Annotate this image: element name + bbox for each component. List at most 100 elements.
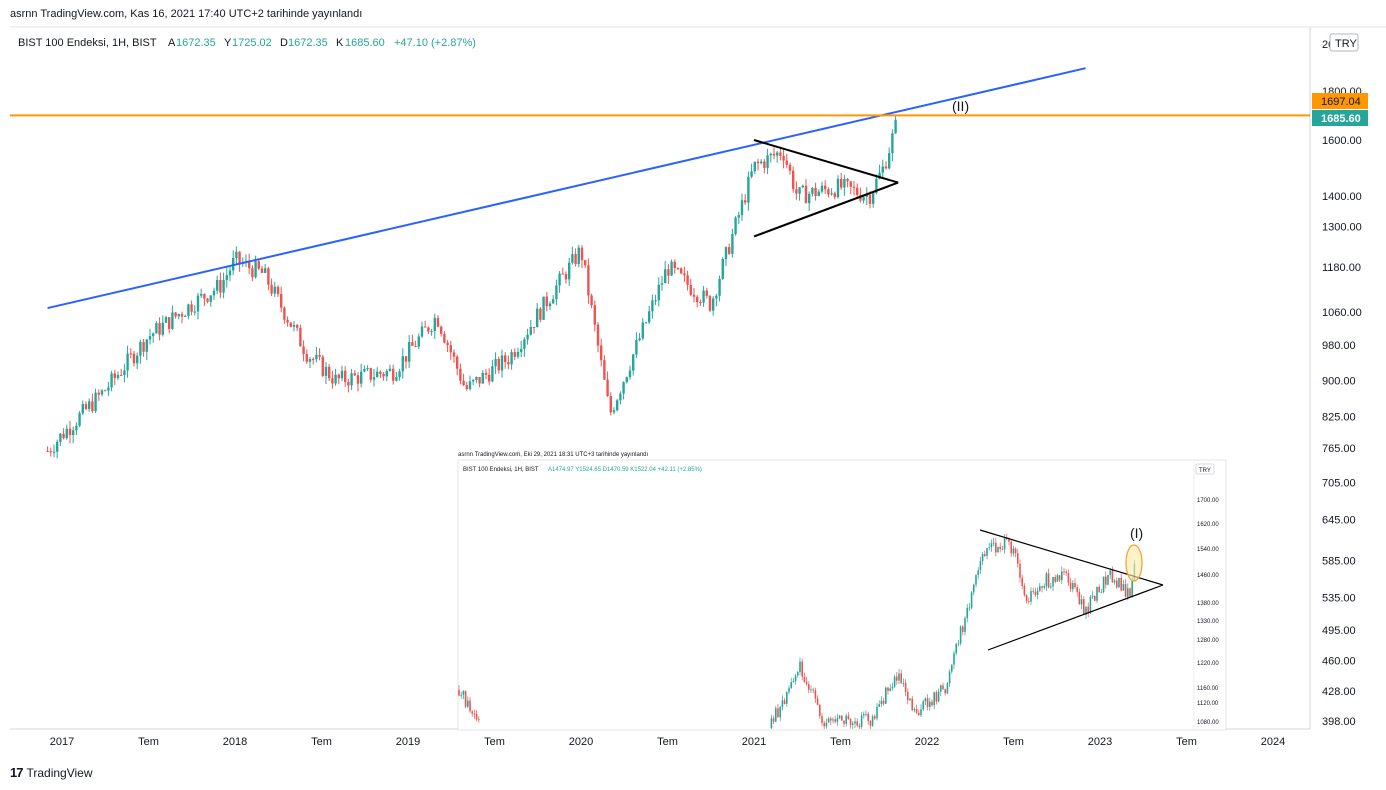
inset-candle-body <box>988 547 990 549</box>
candle-body <box>439 326 443 334</box>
candle-body <box>644 322 648 324</box>
candle-body <box>718 278 721 296</box>
legend-change: +47.10 (+2.87%) <box>394 37 476 49</box>
candle-body <box>430 331 433 333</box>
inset-candle-body <box>885 687 887 704</box>
legend: BIST 100 Endeksi, 1H, BIST A 1672.35 Y 1… <box>18 37 476 49</box>
candle-body <box>801 185 804 188</box>
candle-body <box>865 194 868 197</box>
candle-body <box>558 273 561 286</box>
candle-body <box>46 450 49 452</box>
candle-body <box>71 430 75 436</box>
inset-candle-body <box>467 700 469 707</box>
inset-candle-body <box>900 673 902 684</box>
candle-body <box>113 373 116 379</box>
triangle-upper[interactable] <box>753 139 899 184</box>
candle-body <box>420 326 424 337</box>
inset-candle-body <box>1025 595 1028 602</box>
candle-body <box>711 298 715 311</box>
candle-body <box>219 279 222 293</box>
candle-body <box>359 371 363 384</box>
inset-candle-body <box>915 709 918 713</box>
inset-candle-body <box>471 711 473 714</box>
inset-tick-3: 1460.00 <box>1197 573 1219 579</box>
candle-body <box>337 374 340 379</box>
candle-body <box>148 336 152 340</box>
drawings <box>10 67 1310 310</box>
candle-body <box>49 451 52 453</box>
candle-body <box>833 193 836 198</box>
inset-candle-body <box>847 715 850 720</box>
candle-body <box>372 377 376 380</box>
inset-currency-button <box>1195 463 1215 475</box>
price-axis[interactable]: 1800.001600.001400.001300.001180.001060.… <box>1322 86 1362 728</box>
candle-body <box>779 152 782 156</box>
inset-highlight-ellipse <box>1125 544 1143 582</box>
tradingview-logo[interactable]: 17 TradingView <box>10 765 93 780</box>
inset-candle-body <box>975 575 977 585</box>
inset-candle-body <box>929 701 931 707</box>
inset-candle-body <box>867 713 869 721</box>
candle-body <box>756 161 760 164</box>
candle-body <box>587 265 590 296</box>
candle-body <box>804 185 808 204</box>
candle-body <box>830 193 833 195</box>
candle-body <box>647 311 651 323</box>
inset-tick-6: 1280.00 <box>1197 638 1219 644</box>
candle-body <box>369 368 372 380</box>
candle-body <box>107 387 110 391</box>
inset-candle-body <box>1078 592 1081 605</box>
inset-candle-body <box>865 713 867 715</box>
inset-candle-body <box>801 661 803 677</box>
candle-body <box>270 284 273 294</box>
inset-candle-body <box>1014 548 1017 554</box>
inset-candle-body <box>1127 588 1129 598</box>
inset-wave-label: (I) <box>1130 525 1143 541</box>
candle-body <box>238 251 241 264</box>
inset-candle-body <box>889 688 891 691</box>
inset-candle-body <box>783 700 786 704</box>
candle-body <box>510 352 513 365</box>
triangle-lower[interactable] <box>753 181 899 238</box>
candle-body <box>167 317 171 329</box>
inset-candle-body <box>1056 575 1059 582</box>
inset-candle-body <box>878 704 880 707</box>
currency-button[interactable] <box>1329 33 1359 52</box>
candle-body <box>183 315 187 317</box>
candle-body <box>391 368 395 381</box>
candle-body <box>503 355 507 363</box>
candle-body <box>59 433 62 442</box>
time-axis[interactable]: 2017 Tem 2018 Tem 2019 Tem 2020 Tem 2021 Tem 2022 T… <box>50 736 1285 748</box>
candle-body <box>894 119 897 134</box>
candle-body <box>350 373 353 386</box>
inset-candle-body <box>1054 577 1056 582</box>
candle-body <box>129 353 132 355</box>
inset-candle-body <box>799 661 801 673</box>
legend-high-label: Y <box>224 37 232 49</box>
candle-body <box>289 322 292 327</box>
candle-body <box>670 261 673 276</box>
candle-body <box>398 371 401 378</box>
candle-body <box>494 358 497 367</box>
candle-body <box>657 284 660 301</box>
candle-body <box>254 261 257 278</box>
trendline[interactable] <box>47 67 1086 310</box>
inset-candle-body <box>1100 592 1103 593</box>
inset-candle-body <box>464 691 467 707</box>
inset-candle-body <box>909 698 911 701</box>
inset-candle-body <box>1045 573 1048 587</box>
candle-body <box>823 185 827 190</box>
inset-candle-body <box>1109 570 1111 575</box>
candle-body <box>52 451 56 453</box>
candle-body <box>292 324 296 327</box>
candle-body <box>817 191 820 196</box>
price-tick-10: 705.00 <box>1322 477 1356 489</box>
candle-body <box>820 185 824 192</box>
candle-body <box>212 290 216 296</box>
candle-body <box>574 254 577 265</box>
inset-triangle-lower <box>987 584 1164 651</box>
candle-body <box>55 441 59 452</box>
price-tick-4: 1180.00 <box>1322 262 1361 274</box>
last-price: 1685.60 <box>1321 113 1361 125</box>
